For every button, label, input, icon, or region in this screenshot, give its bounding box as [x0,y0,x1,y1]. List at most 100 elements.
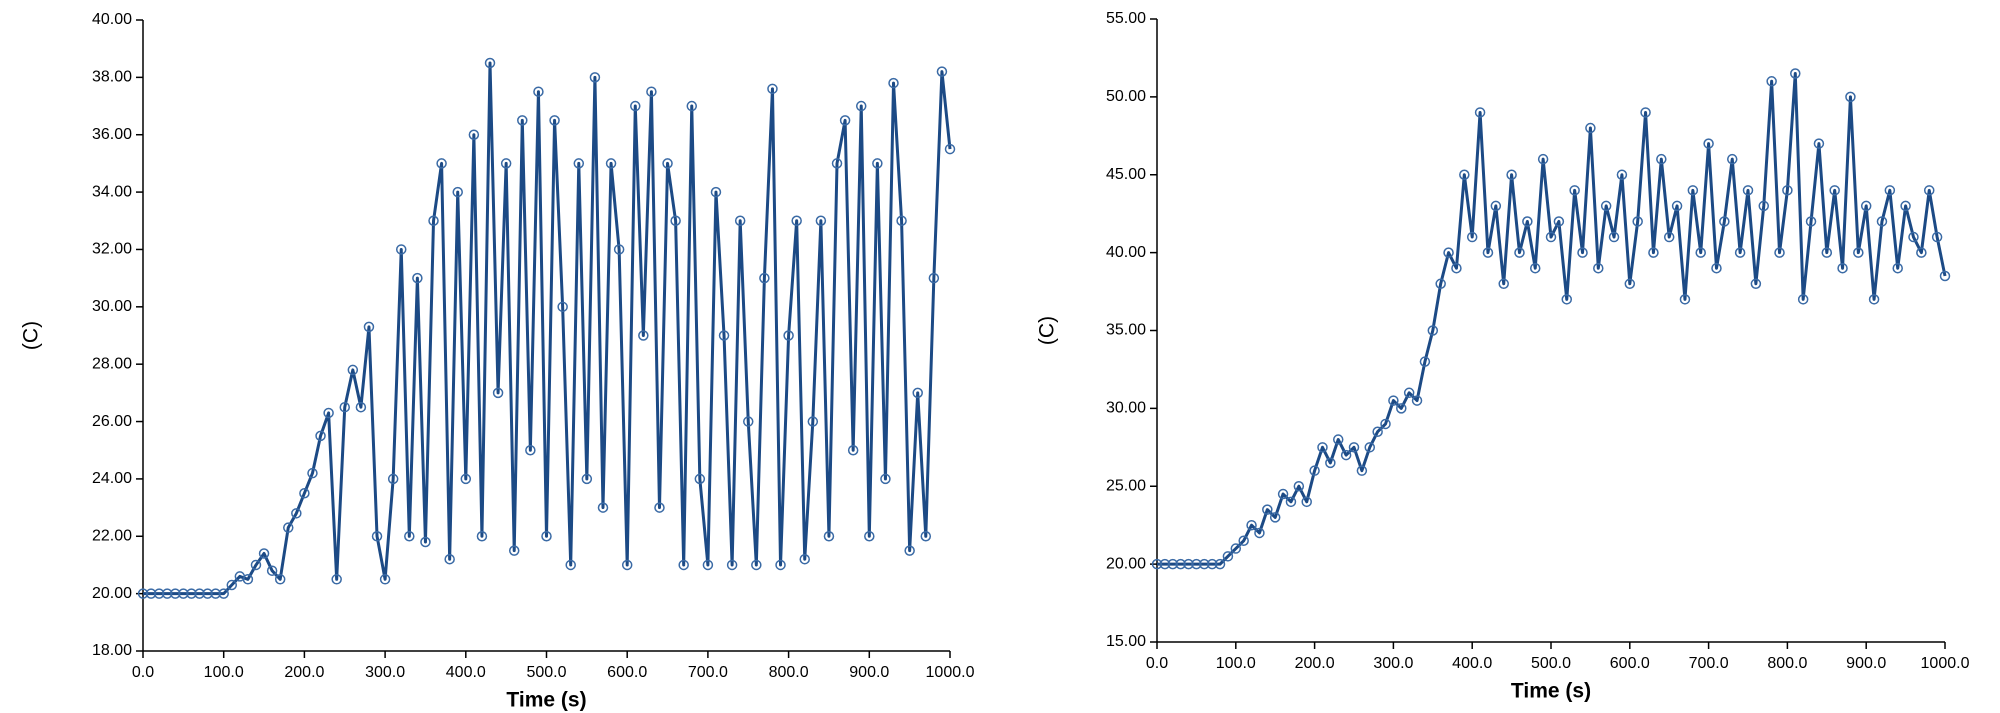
data-point [1734,247,1746,258]
data-point [1608,231,1620,243]
data-point [1774,247,1785,258]
data-point [928,272,940,284]
data-point [1293,481,1305,492]
data-point [1593,262,1604,274]
x-tick-label: 400.0 [1452,655,1492,672]
data-point [266,565,278,576]
y-tick-label: 25.00 [1106,477,1146,494]
data-point [823,531,835,542]
x-tick-label: 800.0 [1767,655,1807,672]
data-point [1585,122,1596,134]
data-point [202,588,213,599]
data-point [1230,543,1242,554]
data-point [1766,76,1777,87]
data-point [1254,527,1265,539]
data-point [178,588,189,599]
y-tick-label: 24.00 [92,470,132,487]
data-point [1159,558,1171,570]
data-point [1435,278,1446,290]
data-point [1419,356,1431,367]
data-point [1703,138,1714,149]
data-point [137,588,149,599]
data-point [1679,294,1691,305]
data-point [1916,247,1927,258]
x-tick-label: 500.0 [526,664,566,681]
data-point [1332,434,1344,445]
data-point [573,158,585,169]
x-tick-label: 700.0 [688,664,728,681]
data-point [307,467,318,479]
data-point [1325,457,1336,469]
data-point [1246,519,1257,531]
data-point [815,215,827,227]
data-point [517,115,528,126]
data-point [646,86,657,97]
x-tick-label: 900.0 [849,664,889,681]
data-point [1388,395,1399,406]
y-tick-label: 36.00 [92,126,132,143]
data-point [1553,216,1565,227]
data-point [291,508,302,519]
data-point [759,272,770,284]
data-point [1443,247,1454,258]
data-point [1561,294,1573,305]
y-tick-label: 20.00 [1106,555,1146,572]
data-point [1758,200,1770,212]
data-point [1892,262,1903,274]
x-tick-label: 600.0 [607,664,647,681]
data-point [662,158,673,169]
data-point [613,244,625,255]
data-point [864,531,875,542]
data-point [1356,465,1368,476]
data-point [347,364,359,376]
x-tick-label: 0.0 [132,664,154,681]
data-point [525,444,536,456]
y-tick-label: 26.00 [92,413,132,430]
data-point [1923,185,1935,196]
data-point [1884,185,1896,196]
x-tick-label: 1000.0 [1921,655,1970,672]
data-point [1624,278,1636,290]
x-tick-label: 0.0 [1146,655,1168,672]
data-point [888,77,899,89]
y-tick-label: 32.00 [92,241,132,258]
data-point [1340,449,1352,461]
data-point [775,559,786,571]
data-point [1317,442,1328,453]
data-point [371,531,383,542]
data-point [161,588,173,599]
data-point [355,401,367,413]
data-point [541,531,552,542]
data-point [250,559,262,571]
data-point [145,588,157,599]
x-tick-label: 300.0 [1373,655,1413,672]
data-point [1908,231,1919,243]
data-point [767,83,778,95]
data-point [1372,426,1383,437]
data-line [1157,72,1947,566]
data-point [920,531,932,542]
data-point [1939,270,1951,282]
data-point [855,100,867,112]
data-point [1191,558,1202,570]
data-point [1285,496,1297,508]
data-point [1813,138,1825,149]
x-tick-label: 600.0 [1610,655,1650,672]
data-point [1671,200,1683,212]
data-point [1695,247,1706,258]
data-point [1364,442,1376,453]
data-point [1459,169,1470,180]
data-point [1829,185,1840,196]
data-point [1837,262,1848,274]
data-point [1427,325,1439,336]
data-point [1411,395,1423,406]
data-point [274,574,286,585]
y-tick-label: 18.00 [92,642,132,659]
data-point [1656,153,1667,165]
data-point [621,559,633,571]
data-point [686,100,698,112]
data-point [1711,262,1722,274]
data-point [872,158,883,169]
data-point [1569,185,1580,196]
